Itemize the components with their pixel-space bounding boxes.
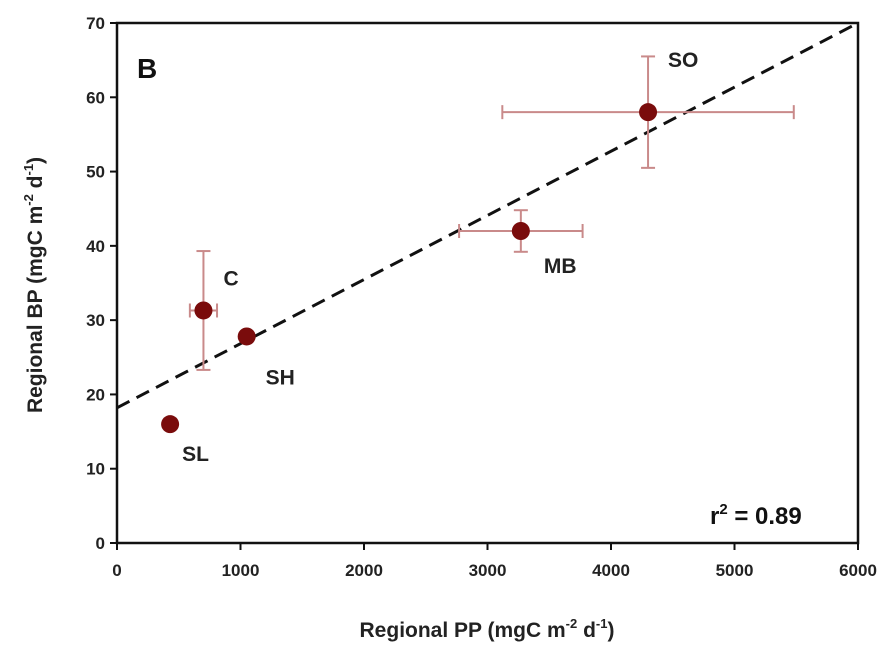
regression-fit-line [116,21,859,410]
y-tick-label: 30 [86,311,105,330]
r-squared-value: = 0.89 [728,503,802,530]
y-axis-label-sup1: -2 [21,194,36,206]
data-point [237,327,256,346]
point-label: MB [544,255,577,278]
point-labels-layer: SL C SH MB SO [182,49,698,466]
x-tick-label: 3000 [469,561,507,580]
point-label: SO [668,49,698,72]
r-squared-superscript: 2 [719,501,727,518]
y-axis-label-sup2: -1 [21,164,36,176]
x-axis-label-prefix: Regional PP (mgC m [360,619,566,642]
data-point [511,222,530,240]
y-tick-label: 50 [86,163,105,182]
panel-label: B [137,53,157,84]
x-axis-label-sup1: -2 [566,616,578,631]
x-axis-label-sup2: -1 [596,616,608,631]
point-label: SL [182,443,209,466]
plot-frame [115,21,860,545]
points-layer [161,103,658,434]
x-tick-label: 5000 [716,561,754,580]
y-tick-label: 70 [86,14,105,33]
x-tick-label: 4000 [592,561,630,580]
x-axis-label-mid: d [577,619,596,642]
point-label: C [223,267,238,290]
x-tick-label: 2000 [345,561,383,580]
r-squared-annotation: r2 = 0.89 [710,501,802,530]
fit-line-layer [116,21,859,410]
point-label: SH [266,366,295,389]
y-axis-label-suffix: ) [24,157,47,164]
x-tick-label: 0 [112,561,121,580]
y-axis-label-prefix: Regional BP (mgC m [24,206,47,413]
r-squared-prefix: r [710,503,719,530]
y-axis-label-mid: d [24,176,47,195]
y-tick-label: 20 [86,385,105,404]
y-tick-label: 60 [86,88,105,107]
x-axis-label: Regional PP (mgC m-2 d-1) [360,616,615,642]
data-point [639,103,658,122]
data-point [194,301,213,320]
data-point [161,415,180,434]
x-tick-label: 6000 [839,561,877,580]
ticks-layer: 0 1000 2000 3000 4000 5000 6000 0 10 20 30 40 50 60 70 [86,14,877,580]
y-tick-label: 10 [86,460,105,479]
y-tick-label: 40 [86,237,105,256]
x-axis-label-suffix: ) [607,619,614,642]
x-tick-label: 1000 [222,561,260,580]
y-tick-label: 0 [96,534,105,553]
y-axis-label: Regional BP (mgC m-2 d-1) [21,157,47,413]
